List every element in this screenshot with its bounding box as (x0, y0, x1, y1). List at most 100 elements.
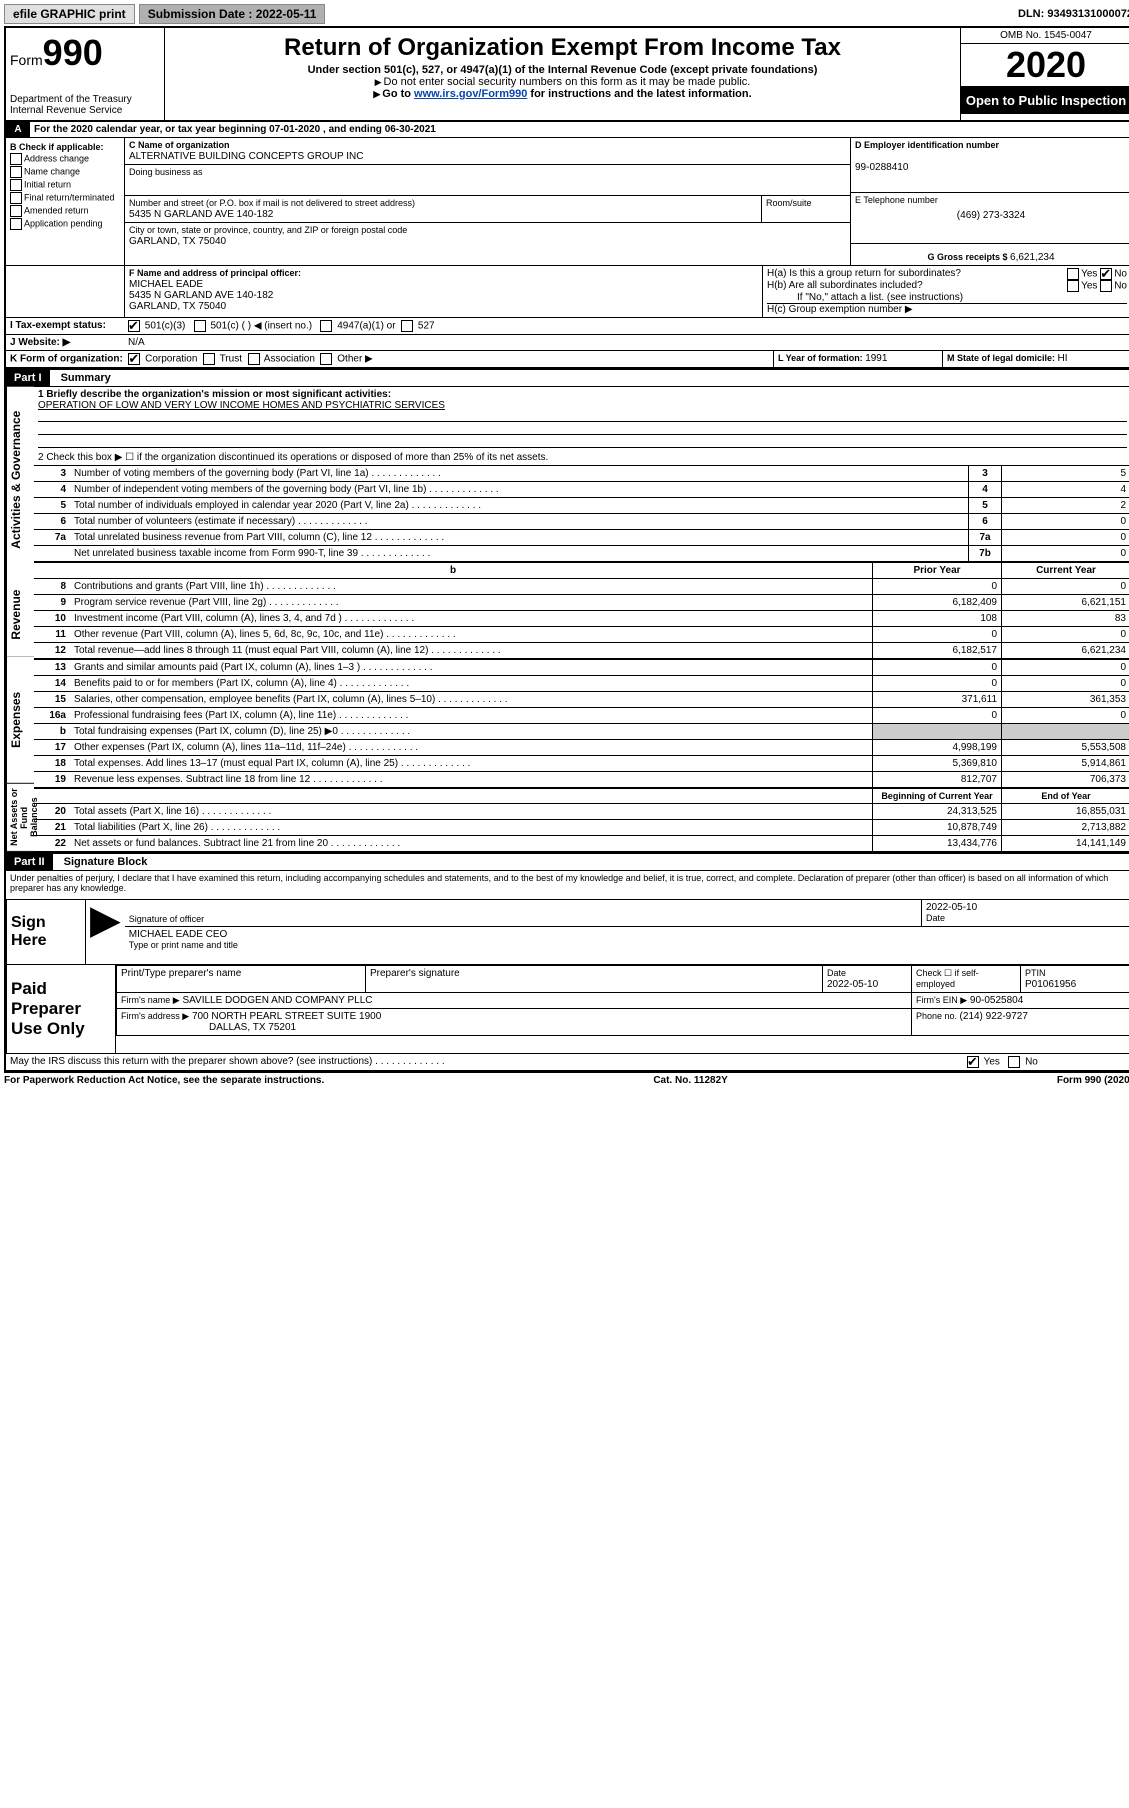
opt-assoc: Association (264, 354, 315, 365)
checkbox-ha-no[interactable] (1100, 268, 1112, 280)
submission-date-button[interactable]: Submission Date : 2022-05-11 (139, 4, 326, 24)
line-num: 21 (34, 820, 70, 836)
checkbox-4947[interactable] (320, 320, 332, 332)
line-num: 22 (34, 836, 70, 852)
checkbox-name-change[interactable] (10, 166, 22, 178)
chk-label-1: Name change (24, 166, 80, 176)
line-desc: Revenue less expenses. Subtract line 18 … (70, 772, 873, 788)
firm-phone: (214) 922-9727 (960, 1011, 1028, 1022)
checkbox-ha-yes[interactable] (1067, 268, 1079, 280)
chk-label-0: Address change (24, 153, 89, 163)
checkbox-assoc[interactable] (248, 353, 260, 365)
line-desc: Total unrelated business revenue from Pa… (70, 530, 969, 546)
checkbox-amended[interactable] (10, 205, 22, 217)
checkbox-discuss-no[interactable] (1008, 1056, 1020, 1068)
prior-val: 13,434,776 (873, 836, 1002, 852)
side-label-col: Activities & Governance Revenue Expenses… (6, 387, 34, 852)
checkbox-hb-no[interactable] (1100, 280, 1112, 292)
line-num: 17 (34, 740, 70, 756)
prep-name-label: Print/Type preparer's name (117, 966, 366, 993)
prior-val: 24,313,525 (873, 804, 1002, 820)
part-ii-label: Part II (6, 854, 53, 870)
line-num (34, 546, 70, 562)
chk-label-3: Final return/terminated (24, 192, 115, 202)
hb-note: If "No," attach a list. (see instruction… (767, 292, 1127, 303)
line-desc: Grants and similar amounts paid (Part IX… (70, 660, 873, 676)
sign-here-block: Sign Here ▶ Signature of officer 2022-05… (6, 899, 1129, 965)
firm-addr-label: Firm's address ▶ (121, 1011, 189, 1021)
checkbox-app-pending[interactable] (10, 218, 22, 230)
line-desc: Other expenses (Part IX, column (A), lin… (70, 740, 873, 756)
part-i-label: Part I (6, 370, 50, 386)
curr-val: 16,855,031 (1002, 804, 1129, 820)
line-num: b (34, 724, 70, 740)
footer-right: Form 990 (2020) (1057, 1075, 1129, 1086)
checkbox-final-return[interactable] (10, 192, 22, 204)
line-desc: Total expenses. Add lines 13–17 (must eq… (70, 756, 873, 772)
paid-preparer-block: Paid Preparer Use Only Print/Type prepar… (6, 965, 1129, 1054)
curr-val: 0 (1002, 660, 1129, 676)
year-formation: 1991 (865, 353, 887, 364)
line-box: 3 (969, 466, 1002, 482)
line-desc: Total number of volunteers (estimate if … (70, 514, 969, 530)
line-val: 5 (1002, 466, 1129, 482)
curr-val: 83 (1002, 611, 1129, 627)
col-current: Current Year (1002, 563, 1129, 579)
line-desc: Total assets (Part X, line 16) (70, 804, 873, 820)
line-desc: Other revenue (Part VIII, column (A), li… (70, 627, 873, 643)
section-fh: F Name and address of principal officer:… (6, 266, 1129, 318)
hc-label: H(c) Group exemption number ▶ (767, 303, 1127, 315)
line-val: 4 (1002, 482, 1129, 498)
line-desc: Net unrelated business taxable income fr… (70, 546, 969, 562)
form-word: Form (10, 52, 43, 68)
checkbox-501c3[interactable] (128, 320, 140, 332)
line-num: 8 (34, 579, 70, 595)
firm-name: SAVILLE DODGEN AND COMPANY PLLC (182, 995, 372, 1006)
form-number: 990 (43, 32, 103, 73)
efile-print-button[interactable]: efile GRAPHIC print (4, 4, 135, 24)
prior-val: 6,182,517 (873, 643, 1002, 659)
checkbox-trust[interactable] (203, 353, 215, 365)
dept-text: Department of the Treasury Internal Reve… (10, 94, 160, 116)
checkbox-other[interactable] (320, 353, 332, 365)
prior-val: 0 (873, 627, 1002, 643)
sign-arrow-icon: ▶ (86, 900, 125, 964)
checkbox-527[interactable] (401, 320, 413, 332)
checkbox-initial-return[interactable] (10, 179, 22, 191)
line-desc: Program service revenue (Part VIII, line… (70, 595, 873, 611)
prior-val: 4,998,199 (873, 740, 1002, 756)
hb-yes: Yes (1081, 281, 1097, 292)
line-num: 11 (34, 627, 70, 643)
checkbox-corp[interactable] (128, 353, 140, 365)
line-num: 3 (34, 466, 70, 482)
form990-link[interactable]: www.irs.gov/Form990 (414, 88, 527, 100)
line-num: 10 (34, 611, 70, 627)
line-desc: Number of voting members of the governin… (70, 466, 969, 482)
section-klm-row: K Form of organization: Corporation Trus… (6, 351, 1129, 368)
block-a-label: A (6, 122, 30, 137)
self-employed-label: Check ☐ if self-employed (912, 966, 1021, 993)
curr-val: 0 (1002, 676, 1129, 692)
line-num: 12 (34, 643, 70, 659)
prior-val: 371,611 (873, 692, 1002, 708)
paid-preparer-table: Print/Type preparer's name Preparer's si… (116, 965, 1129, 1036)
room-label: Room/suite (766, 198, 812, 208)
line-desc: Salaries, other compensation, employee b… (70, 692, 873, 708)
checkbox-discuss-yes[interactable] (967, 1056, 979, 1068)
prior-val: 812,707 (873, 772, 1002, 788)
checkbox-hb-yes[interactable] (1067, 280, 1079, 292)
line-val: 2 (1002, 498, 1129, 514)
top-bar: efile GRAPHIC print Submission Date : 20… (4, 4, 1129, 24)
sig-officer-label: Signature of officer (125, 900, 921, 926)
rev-b-cell: b (34, 563, 873, 579)
line-desc: Total liabilities (Part X, line 26) (70, 820, 873, 836)
checkbox-address-change[interactable] (10, 153, 22, 165)
phone-value: (469) 273-3324 (855, 210, 1127, 221)
checkbox-501c[interactable] (194, 320, 206, 332)
footer: For Paperwork Reduction Act Notice, see … (4, 1073, 1129, 1088)
curr-val: 0 (1002, 627, 1129, 643)
prior-val: 6,182,409 (873, 595, 1002, 611)
side-expenses: Expenses (6, 657, 34, 784)
g-label: G Gross receipts $ (927, 252, 1010, 262)
section-h: H(a) Is this a group return for subordin… (763, 266, 1129, 317)
